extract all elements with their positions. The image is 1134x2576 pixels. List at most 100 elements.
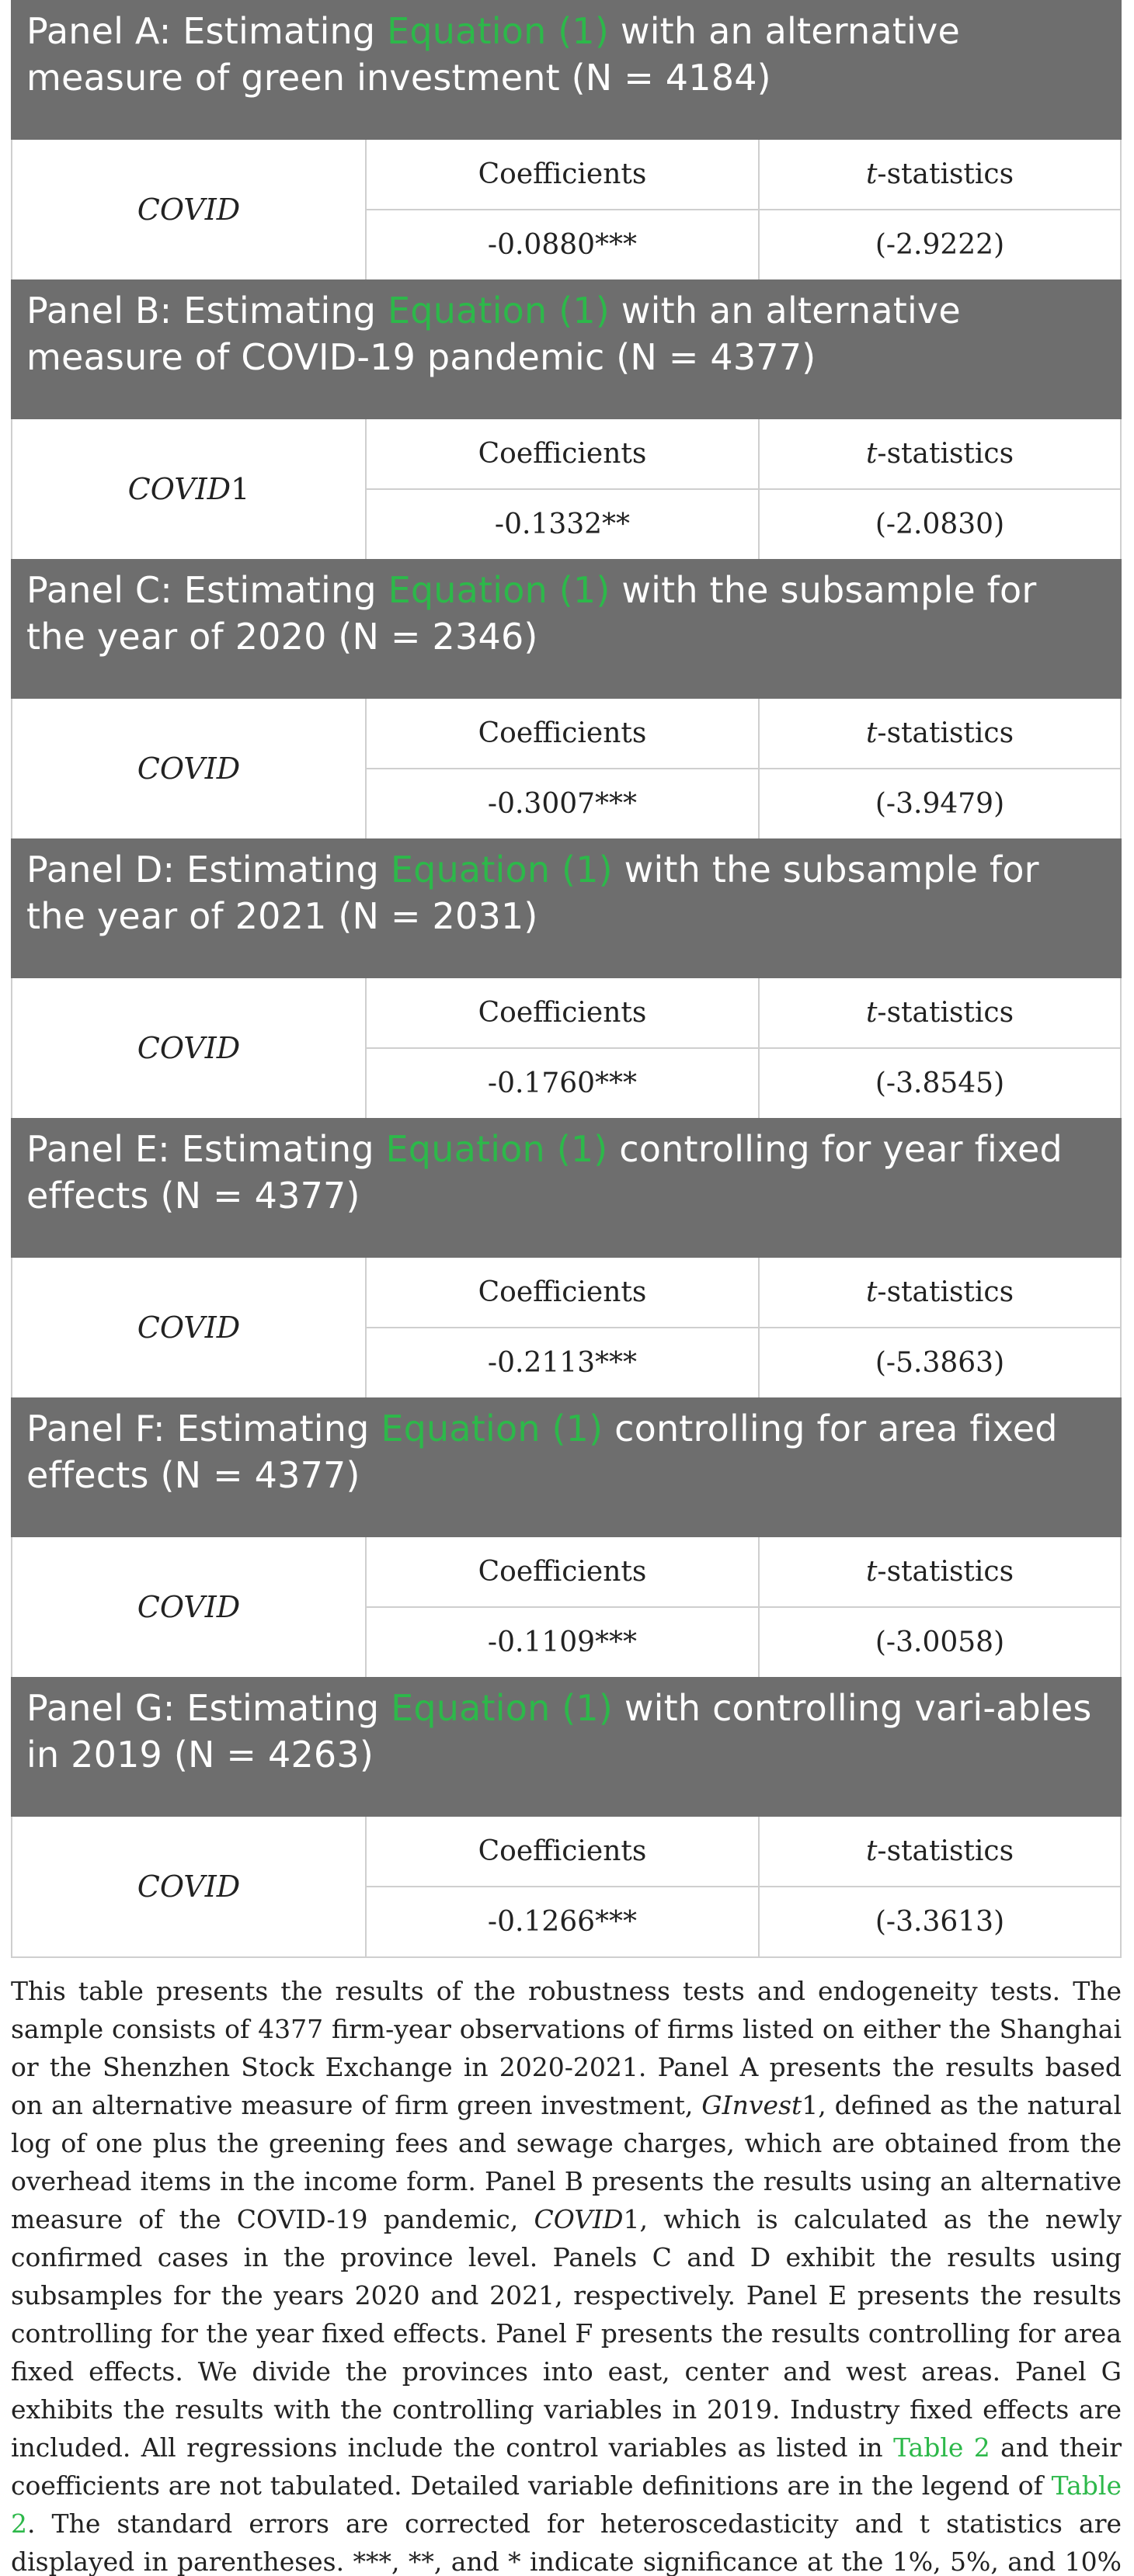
panel-header-text: with an alternative measure of green inv… (26, 10, 960, 99)
coefficients-header: Coefficients (367, 699, 760, 768)
t-statistics-header: t -statistics (760, 978, 1120, 1047)
column-header-row: Coefficients t -statistics (367, 1817, 1120, 1887)
t-statistic-value: (-3.8545) (875, 1068, 1005, 1099)
panel-header-text: Panel A: Estimating (26, 10, 388, 52)
panel-e: Panel E: Estimating Equation (1) control… (11, 1118, 1122, 1397)
panel-c-header: Panel C: Estimating Equation (1) with th… (11, 559, 1122, 699)
panel-header-text: with the subsample for the year of 2020 … (26, 569, 1037, 658)
panels-container: Panel A: Estimating Equation (1) with an… (11, 0, 1122, 1956)
variable-name: COVID (137, 1311, 241, 1345)
column-header-row: Coefficients t -statistics (367, 699, 1120, 769)
t-statistics-italic: t (865, 438, 878, 470)
t-statistic-value: (-2.0830) (875, 509, 1005, 540)
equation-link[interactable]: Equation (1) (381, 1408, 604, 1449)
variable-name: COVID (137, 752, 241, 786)
results-grid: Coefficients t -statistics -0.1109*** (-3.00… (367, 1537, 1120, 1677)
panel-header-text: Panel C: Estimating (26, 569, 388, 611)
coefficients-header: Coefficients (367, 1258, 760, 1327)
panel-header-text: with controlling vari-ables in 2019 (N =… (26, 1687, 1092, 1776)
variable-cell: COVID (12, 1537, 367, 1677)
footnote-text-1: This table presents the results of the r… (11, 1976, 1122, 2120)
t-statistic-value: (-3.3613) (875, 1906, 1005, 1938)
t-statistics-rest: -statistics (877, 1276, 1014, 1308)
coefficient-value: -0.1760*** (367, 1049, 760, 1118)
t-statistics-italic: t (865, 997, 878, 1029)
table-2-link[interactable]: Table 2 (893, 2432, 990, 2463)
t-statistics-rest: -statistics (877, 717, 1014, 749)
panel-header-text: Panel B: Estimating (26, 290, 388, 332)
t-statistics-header: t -statistics (760, 1817, 1120, 1886)
panel-g-body: COVID Coefficients t -statistics -0.1266*** (… (11, 1817, 1122, 1956)
t-statistics-header: t -statistics (760, 699, 1120, 768)
panel-a-header: Panel A: Estimating Equation (1) with an… (11, 0, 1122, 140)
table-2-link-legend[interactable]: Table 2 (11, 2470, 1122, 2539)
panel-header-text: Panel F: Estimating (26, 1408, 381, 1449)
table-bottom-rule (11, 1956, 1122, 1958)
equation-link[interactable]: Equation (1) (388, 569, 610, 611)
t-statistics-rest: -statistics (877, 997, 1014, 1029)
equation-link[interactable]: Equation (1) (391, 1687, 614, 1729)
coefficients-header: Coefficients (367, 1537, 760, 1606)
results-grid: Coefficients t -statistics -0.1266*** (-3.36… (367, 1817, 1120, 1956)
variable-name: COVID (137, 1870, 241, 1904)
coefficients-header: Coefficients (367, 978, 760, 1047)
panel-a: Panel A: Estimating Equation (1) with an… (11, 0, 1122, 279)
results-grid: Coefficients t -statistics -0.1760*** (-3.85… (367, 978, 1120, 1118)
panel-g: Panel G: Estimating Equation (1) with co… (11, 1677, 1122, 1956)
variable-cell: COVID (12, 978, 367, 1118)
panel-g-header: Panel G: Estimating Equation (1) with co… (11, 1677, 1122, 1817)
column-header-row: Coefficients t -statistics (367, 419, 1120, 490)
results-grid: Coefficients t -statistics -0.3007*** (-3.94… (367, 699, 1120, 838)
panel-b-body: COVID 1 Coefficients t -statistics -0.1332**(… (11, 419, 1122, 559)
panel-header-text: controlling for year fixed effects (N = … (26, 1128, 1063, 1217)
variable-cell: COVID (12, 1817, 367, 1956)
coefficient-value: -0.1266*** (367, 1887, 760, 1956)
t-statistics-rest: -statistics (877, 1835, 1014, 1867)
variable-name: COVID (137, 193, 241, 227)
equation-link[interactable]: Equation (1) (387, 10, 610, 52)
panel-e-header: Panel E: Estimating Equation (1) control… (11, 1118, 1122, 1258)
variable-cell: COVID (12, 1258, 367, 1397)
value-row: -0.3007*** (-3.9479) (367, 769, 1120, 838)
column-header-row: Coefficients t -statistics (367, 978, 1120, 1049)
panel-d-body: COVID Coefficients t -statistics -0.1760***(… (11, 978, 1122, 1118)
t-statistic-value: (-3.9479) (875, 788, 1005, 820)
coefficient-value: -0.1109*** (367, 1608, 760, 1677)
ginvest-variable: GInvest (701, 2090, 802, 2120)
panel-d: Panel D: Estimating Equation (1) with th… (11, 838, 1122, 1118)
panel-b-header: Panel B: Estimating Equation (1) with an… (11, 279, 1122, 419)
variable-suffix: 1 (231, 472, 250, 506)
value-row: -0.1109*** (-3.0058) (367, 1608, 1120, 1677)
panel-header-text: Panel E: Estimating (26, 1128, 386, 1170)
t-statistic-value: (-5.3863) (875, 1347, 1005, 1379)
t-statistics-italic: t (865, 1276, 878, 1308)
t-statistics-italic: t (865, 717, 878, 749)
panel-c: Panel C: Estimating Equation (1) with th… (11, 559, 1122, 838)
covid-variable: COVID (534, 2204, 624, 2234)
t-statistics-header: t -statistics (760, 419, 1120, 488)
ginvest-suffix: 1 (802, 2090, 819, 2120)
coefficient-value: -0.0880*** (367, 210, 760, 279)
panel-f-header: Panel F: Estimating Equation (1) control… (11, 1397, 1122, 1537)
panel-c-body: COVID Coefficients t -statistics -0.3007***(… (11, 699, 1122, 838)
panel-f: Panel F: Estimating Equation (1) control… (11, 1397, 1122, 1677)
t-statistics-rest: -statistics (877, 158, 1014, 190)
results-grid: Coefficients t -statistics -0.0880*** (-2.92… (367, 140, 1120, 279)
panel-header-text: with an alternative measure of COVID-19 … (26, 290, 961, 378)
column-header-row: Coefficients t -statistics (367, 140, 1120, 210)
table-footnote: This table presents the results of the r… (11, 1972, 1122, 2576)
footnote-text-2: , defined as the natural log of one plus… (11, 2090, 1122, 2234)
value-row: -0.2113*** (-5.3863) (367, 1328, 1120, 1397)
panel-header-text: controlling for area fixed effects (N = … (26, 1408, 1058, 1496)
footnote-text-3: , which is calculated as the newly confi… (11, 2204, 1122, 2463)
footnote-text-4: and their coefficients are not tabulated… (11, 2432, 1122, 2501)
variable-cell: COVID (12, 140, 367, 279)
panel-b: Panel B: Estimating Equation (1) with an… (11, 279, 1122, 559)
equation-link[interactable]: Equation (1) (385, 1128, 608, 1170)
equation-link[interactable]: Equation (1) (388, 290, 610, 332)
variable-name: COVID (137, 1031, 241, 1065)
t-statistics-header: t -statistics (760, 1258, 1120, 1327)
panel-e-body: COVID Coefficients t -statistics -0.2113***(… (11, 1258, 1122, 1397)
results-grid: Coefficients t -statistics -0.2113*** (-5.38… (367, 1258, 1120, 1397)
equation-link[interactable]: Equation (1) (390, 849, 613, 890)
